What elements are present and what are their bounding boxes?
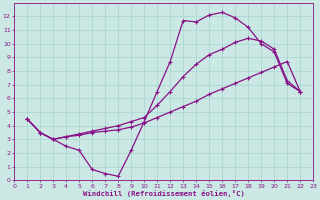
X-axis label: Windchill (Refroidissement éolien,°C): Windchill (Refroidissement éolien,°C) xyxy=(83,190,244,197)
